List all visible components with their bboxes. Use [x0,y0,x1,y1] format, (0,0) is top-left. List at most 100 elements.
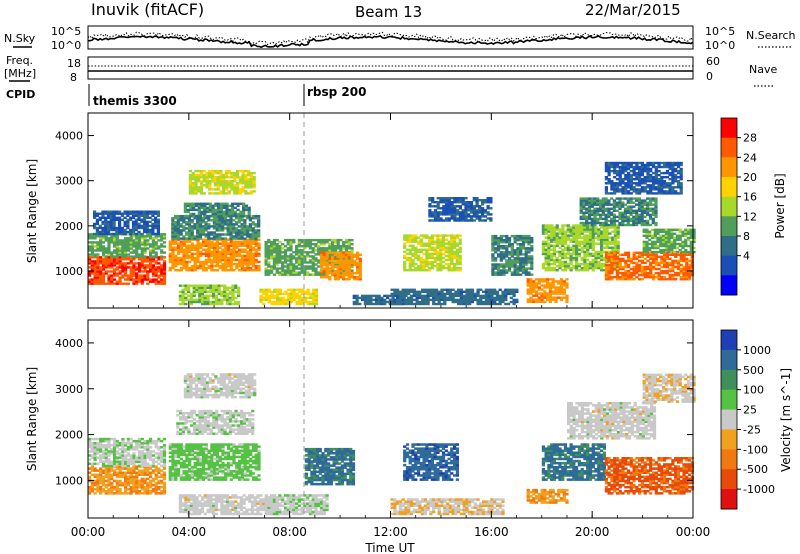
heatmap-cell [496,245,501,248]
heatmap-cell [98,224,102,228]
heatmap-cell [121,255,125,258]
heatmap-cell [530,259,534,262]
heatmap-cell [214,298,218,302]
nave-label: Nave [749,63,777,76]
heatmap-cell [249,266,253,270]
heatmap-cell [484,298,488,302]
heatmap-cell [99,268,103,271]
heatmap-cell [215,229,219,232]
heatmap-cell [453,250,457,254]
heatmap-cell [328,261,332,264]
heatmap-cell [281,267,285,270]
heatmap-cell [292,255,296,258]
heatmap-cell [195,284,199,287]
heatmap-cell [267,288,271,291]
heatmap-cell [551,282,555,285]
heatmap-cell [214,300,218,304]
heatmap-cell [286,273,290,276]
heatmap-cell [209,294,213,298]
heatmap-cell [213,264,217,268]
heatmap-cell [451,296,455,300]
heatmap-cell [160,255,164,258]
heatmap-cell [126,222,130,226]
heatmap-cell [239,210,243,214]
heatmap-cell [225,202,229,205]
heatmap-cell [187,221,191,224]
heatmap-cell [582,217,586,221]
heatmap-cell [446,288,450,291]
heatmap-cell [240,227,244,230]
heatmap-cell [104,232,108,236]
heatmap-cell [215,237,219,240]
heatmap-cell [616,228,620,231]
heatmap-cell [126,241,130,244]
heatmap-cell [228,290,232,293]
heatmap-cell [314,294,319,298]
heatmap-cell [654,211,658,214]
heatmap-cell [204,248,208,251]
heatmap-cell [604,259,608,263]
heatmap-cell [555,228,559,231]
heatmap-cell [461,211,465,214]
heatmap-cell [317,241,321,244]
heatmap-cell [90,268,94,271]
heatmap-cell [494,267,498,270]
heatmap-cell [189,292,193,296]
heatmap-cell [611,240,615,243]
heatmap-cell [246,260,250,264]
heatmap-cell [478,207,482,210]
heatmap-cell [224,242,228,245]
heatmap-cell [264,243,268,246]
heatmap-cell [264,269,268,272]
heatmap-cell [586,254,590,258]
heatmap-cell [456,201,460,204]
heatmap-cell [298,298,302,302]
heatmap-cell [632,215,636,219]
heatmap-cell [243,229,247,232]
heatmap-cell [110,237,114,240]
heatmap-cell [402,294,406,298]
heatmap-cell [575,269,579,272]
heatmap-cell [626,223,630,227]
heatmap-cell [550,269,554,272]
heatmap-cell [433,213,438,216]
heatmap-cell [404,290,408,293]
heatmap-cell [204,269,208,272]
heatmap-cell [107,253,111,256]
heatmap-cell [146,270,150,273]
heatmap-cell [207,223,211,226]
heatmap-cell [221,223,225,226]
heatmap-cell [199,242,203,245]
heatmap-cell [112,214,116,217]
heatmap-cell [374,296,379,300]
heatmap-cell [202,184,206,187]
heatmap-cell [287,288,291,291]
heatmap-cell [490,298,494,302]
heatmap-cell [599,201,603,204]
heatmap-cell [425,256,429,260]
heatmap-cell [149,262,153,265]
heatmap-cell [203,298,207,302]
heatmap-cell [257,231,261,234]
heatmap-cell [432,296,436,300]
heatmap-cell [401,298,405,302]
heatmap-cell [555,250,559,254]
heatmap-cell [544,242,548,245]
heatmap-cell [502,269,506,272]
heatmap-cell [342,253,346,256]
heatmap-cell [444,217,449,220]
heatmap-cell [93,282,97,285]
heatmap-cell [182,217,186,220]
heatmap-cell [204,250,208,254]
heatmap-cell [241,186,245,189]
heatmap-cell [407,292,411,296]
heatmap-cell [235,246,239,249]
heatmap-cell [118,224,122,228]
heatmap-cell [339,271,343,274]
heatmap-cell [648,223,653,227]
heatmap-cell [512,288,516,291]
heatmap-cell [458,217,462,220]
heatmap-cell [93,237,97,240]
heatmap-cell [643,199,647,202]
heatmap-cell [211,210,215,214]
